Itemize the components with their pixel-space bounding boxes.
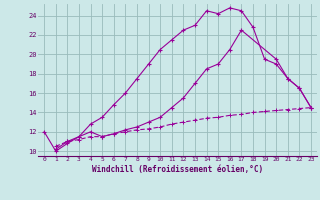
X-axis label: Windchill (Refroidissement éolien,°C): Windchill (Refroidissement éolien,°C) (92, 165, 263, 174)
